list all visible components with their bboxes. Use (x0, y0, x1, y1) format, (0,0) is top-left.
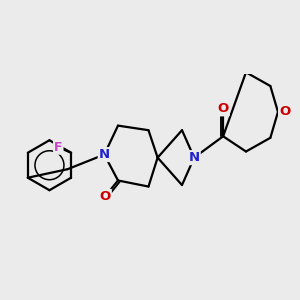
Text: O: O (279, 105, 290, 119)
Text: F: F (54, 141, 62, 154)
Text: O: O (100, 190, 111, 203)
Text: N: N (189, 151, 200, 164)
Text: O: O (218, 102, 229, 116)
Text: N: N (99, 148, 110, 161)
